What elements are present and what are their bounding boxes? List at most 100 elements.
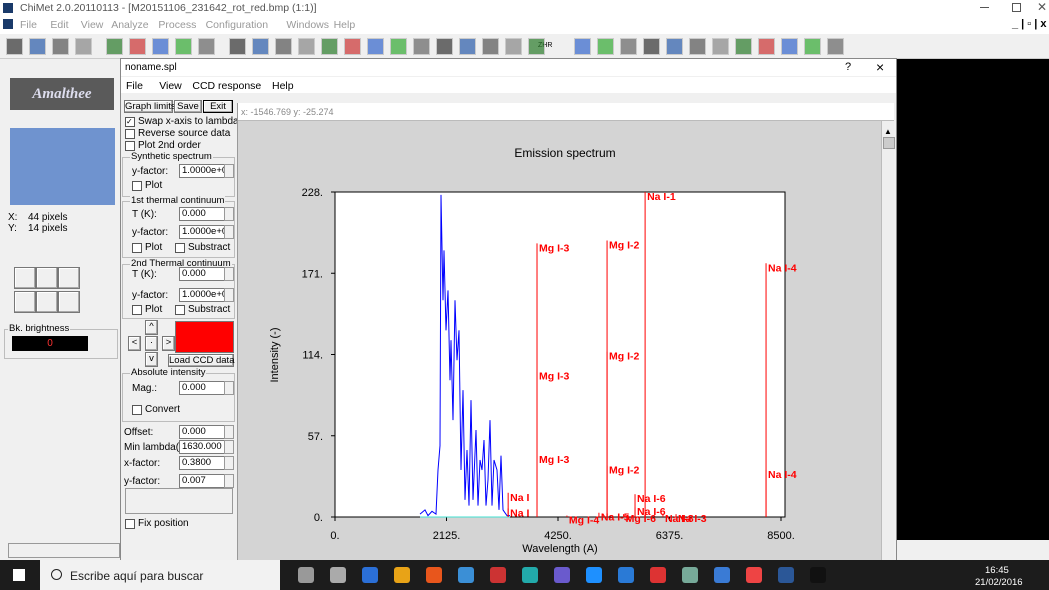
spinner[interactable] — [224, 425, 234, 439]
menu-item[interactable]: Help — [272, 80, 294, 92]
taskbar-icon[interactable] — [522, 567, 538, 583]
search-box[interactable]: Escribe aquí para buscar — [40, 560, 280, 590]
menu-item[interactable]: View — [159, 80, 182, 92]
input[interactable]: 1.0000e+000 — [179, 288, 225, 302]
toolbar-button[interactable] — [390, 38, 407, 55]
toolbar-button[interactable] — [413, 38, 430, 55]
spinner[interactable] — [224, 474, 234, 488]
taskbar-icon[interactable] — [586, 567, 602, 583]
nav-button[interactable]: v — [145, 352, 158, 367]
input[interactable]: 0.000 — [179, 207, 225, 221]
toolbar-button[interactable] — [106, 38, 123, 55]
checkbox[interactable] — [125, 519, 135, 529]
checkbox[interactable] — [132, 181, 142, 191]
input[interactable]: 0.000 — [179, 425, 225, 439]
menu-item[interactable]: Windows — [286, 19, 329, 31]
toolbar-button[interactable] — [436, 38, 453, 55]
light[interactable] — [36, 291, 58, 313]
taskbar-icon[interactable] — [458, 567, 474, 583]
close-button[interactable]: × — [876, 59, 885, 75]
taskbar-icon[interactable] — [650, 567, 666, 583]
start-button[interactable] — [13, 569, 25, 581]
spinner[interactable] — [224, 456, 234, 470]
taskbar-icon[interactable] — [778, 567, 794, 583]
input[interactable]: 0.000 — [179, 267, 225, 281]
taskbar-icon[interactable] — [490, 567, 506, 583]
brightness-value[interactable]: 0 — [12, 336, 88, 351]
toolbar-button[interactable] — [712, 38, 729, 55]
minimize[interactable] — [980, 7, 989, 8]
taskbar-icon[interactable] — [714, 567, 730, 583]
taskbar-icon[interactable] — [298, 567, 314, 583]
toolbar-button[interactable] — [229, 38, 246, 55]
toolbar-zhr[interactable]: ZHR — [538, 42, 553, 49]
toolbar-button[interactable] — [505, 38, 522, 55]
scrollbar[interactable]: ▲ — [881, 121, 895, 560]
toolbar-button[interactable] — [827, 38, 844, 55]
input[interactable]: 1630.000 — [179, 440, 225, 454]
spinner[interactable] — [224, 164, 234, 178]
toolbar-button[interactable] — [804, 38, 821, 55]
mdi-controls[interactable]: _ | ▫ | x — [1012, 18, 1047, 30]
toolbar-button[interactable] — [459, 38, 476, 55]
nav-button[interactable]: · — [145, 336, 158, 351]
menu-item[interactable]: CCD response — [192, 80, 262, 92]
menu-item[interactable]: View — [80, 19, 104, 31]
toolbar-button[interactable] — [758, 38, 775, 55]
toolbar-button[interactable] — [620, 38, 637, 55]
taskbar-icon[interactable] — [682, 567, 698, 583]
toolbar-button[interactable] — [528, 38, 545, 55]
menu-item[interactable]: Process — [158, 19, 197, 31]
taskbar-icon[interactable] — [362, 567, 378, 583]
input[interactable]: 0.3800 — [179, 456, 225, 470]
toolbar-button[interactable] — [152, 38, 169, 55]
taskbar-icon[interactable] — [394, 567, 410, 583]
toolbar-button[interactable] — [298, 38, 315, 55]
spinner[interactable] — [224, 225, 234, 239]
zoom-in[interactable] — [14, 267, 36, 289]
toolbar-button[interactable] — [29, 38, 46, 55]
help-button[interactable]: ? — [845, 61, 852, 73]
taskbar-icon[interactable] — [810, 567, 826, 583]
crosshair[interactable] — [14, 291, 36, 313]
button[interactable]: Exit — [203, 100, 233, 113]
menu-item[interactable]: Edit — [50, 19, 69, 31]
toolbar-button[interactable] — [344, 38, 361, 55]
taskbar-icon[interactable] — [330, 567, 346, 583]
button[interactable]: Save — [174, 100, 202, 113]
spinner[interactable] — [224, 207, 234, 221]
menu-item[interactable]: Analyze — [111, 19, 149, 31]
taskbar-icon[interactable] — [426, 567, 442, 583]
color-swatch[interactable] — [175, 321, 234, 353]
toolbar-button[interactable] — [198, 38, 215, 55]
input[interactable]: 1.0000e+000 — [179, 164, 225, 178]
taskbar-icon[interactable] — [554, 567, 570, 583]
input[interactable]: 0.000 — [179, 381, 225, 395]
load-button[interactable]: Load CCD data — [168, 354, 235, 367]
toolbar-button[interactable] — [275, 38, 292, 55]
zoom-fit[interactable] — [58, 267, 80, 289]
toolbar-button[interactable] — [689, 38, 706, 55]
close[interactable]: ✕ — [1037, 0, 1048, 14]
scroll-thumb[interactable] — [883, 137, 895, 149]
checkbox[interactable] — [175, 305, 185, 315]
toolbar-button[interactable] — [597, 38, 614, 55]
checkbox[interactable] — [125, 129, 135, 139]
spinner[interactable] — [224, 440, 234, 454]
toolbar-button[interactable] — [75, 38, 92, 55]
nav-button[interactable]: ^ — [145, 320, 158, 335]
checkbox[interactable] — [132, 405, 142, 415]
toolbar-button[interactable] — [482, 38, 499, 55]
spinner[interactable] — [224, 381, 234, 395]
input[interactable]: 0.007 — [179, 474, 225, 488]
toolbar-button[interactable] — [735, 38, 752, 55]
nav-button[interactable]: > — [162, 336, 175, 351]
calc[interactable] — [58, 291, 80, 313]
toolbar-button[interactable] — [175, 38, 192, 55]
toolbar-button[interactable] — [252, 38, 269, 55]
menu-item[interactable]: File — [20, 19, 37, 31]
restore[interactable] — [1012, 3, 1021, 12]
nav-button[interactable]: < — [128, 336, 141, 351]
checkbox[interactable]: ✓ — [125, 117, 135, 127]
input[interactable]: 1.0000e+000 — [179, 225, 225, 239]
